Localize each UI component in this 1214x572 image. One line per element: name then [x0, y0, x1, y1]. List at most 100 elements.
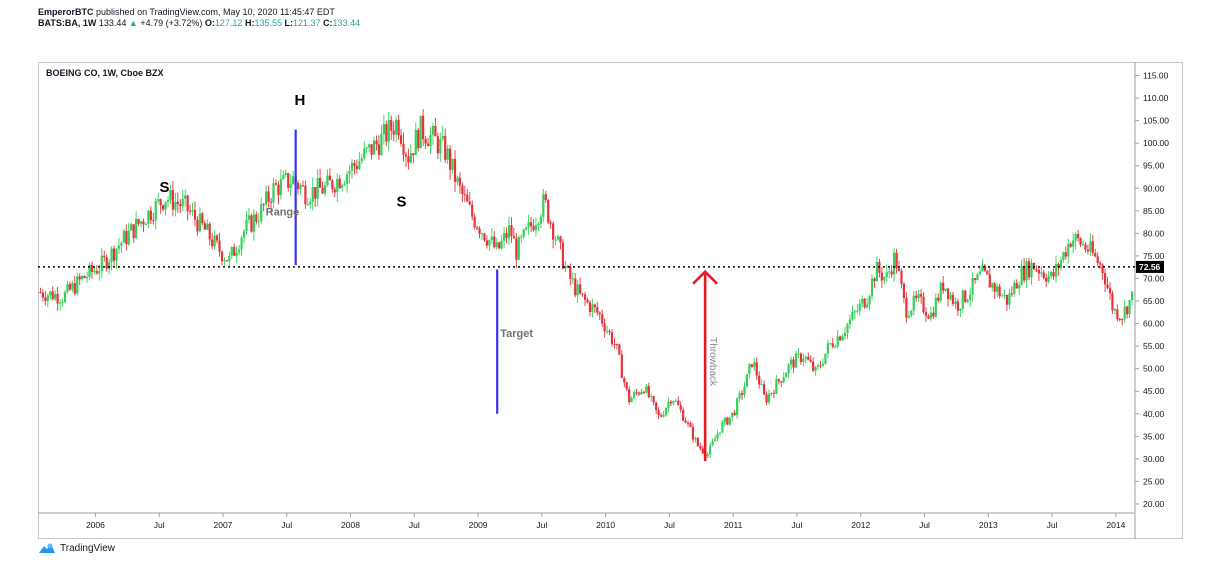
candle-body — [439, 139, 442, 154]
price-axis[interactable]: 20.00 25.00 30.00 35.00 40.00 45.00 50.00 55.00… — [1135, 71, 1169, 509]
candle-body — [552, 223, 555, 240]
candle-body — [642, 391, 646, 393]
candle-body — [988, 274, 991, 288]
price-chart[interactable]: BOEING CO, 1W, Cboe BZX 20.00 25.00 30.00 3… — [38, 62, 1183, 539]
candle-body — [971, 278, 974, 295]
candle-body — [66, 284, 69, 293]
candle-body — [225, 260, 228, 262]
candle-body — [821, 363, 825, 366]
candle-body — [1005, 294, 1009, 305]
candle-body — [309, 201, 312, 205]
candle-body — [358, 161, 361, 170]
candle-body — [238, 249, 241, 253]
candle-body — [593, 304, 596, 308]
ohlc-line: BATS:BA, 1W 133.44 ▲ +4.79 (+3.72%) O:12… — [38, 18, 360, 29]
candle-body — [269, 201, 273, 203]
candle-body — [819, 365, 822, 367]
candle-body — [490, 236, 493, 241]
candle-body — [71, 283, 74, 290]
candle-body — [657, 410, 660, 416]
candle-body — [196, 219, 199, 232]
candle-body — [323, 185, 327, 194]
candle-body — [716, 433, 719, 439]
candle-body — [743, 386, 746, 395]
candle-body — [1052, 271, 1055, 277]
candle-body — [95, 271, 98, 274]
candle-body — [105, 257, 108, 269]
price-tick-label: 85.00 — [1143, 206, 1165, 216]
candle-body — [228, 255, 231, 262]
tradingview-logo-icon — [39, 543, 55, 553]
candle-body — [787, 364, 790, 374]
candle-body — [890, 271, 893, 275]
candle-body — [969, 294, 972, 300]
candle-body — [1018, 285, 1021, 289]
candle-body — [603, 323, 606, 332]
candle-body — [588, 302, 592, 312]
candle-body — [669, 401, 672, 404]
candle-body — [581, 293, 584, 295]
candle-body — [789, 359, 793, 365]
candle-body — [316, 178, 319, 199]
candle-body — [73, 283, 76, 294]
candle-body — [502, 233, 506, 241]
candle-body — [691, 426, 695, 440]
candle-body — [986, 270, 989, 275]
candle-body — [139, 221, 143, 224]
candle-body — [1099, 263, 1102, 265]
candle-body — [296, 182, 300, 190]
candle-body — [1045, 277, 1048, 282]
low-value: 121.37 — [293, 18, 321, 28]
candle-body — [252, 214, 255, 232]
candle-body — [549, 222, 552, 224]
candle-body — [206, 223, 209, 230]
time-axis[interactable]: 2006 Jul 2007 Jul 2008 Jul 2009 Jul 2010 Jul 2011 J… — [86, 513, 1126, 530]
candle-body — [304, 185, 307, 205]
candle-body — [880, 272, 883, 281]
candle-body — [1084, 244, 1087, 250]
candle-body — [976, 274, 979, 281]
candle-body — [782, 377, 785, 383]
candle-body — [166, 199, 170, 202]
price-tag-label: 72.56 — [1139, 262, 1161, 272]
candle-body — [934, 297, 937, 317]
candle-body — [1025, 261, 1028, 281]
candle-body — [350, 162, 354, 171]
candle-body — [579, 284, 582, 294]
candle-body — [1037, 269, 1040, 274]
candle-body — [532, 226, 535, 231]
candle-body — [265, 191, 268, 205]
candle-body — [198, 213, 202, 232]
candle-body — [944, 288, 947, 291]
candle-body — [49, 291, 52, 296]
candle-body — [954, 301, 957, 304]
time-tick-label: 2013 — [979, 520, 998, 530]
candle-body — [650, 396, 653, 398]
candle-body — [807, 356, 810, 360]
candle-body — [709, 445, 712, 455]
candle-body — [755, 362, 758, 376]
candle-body — [419, 115, 422, 149]
candle-body — [122, 230, 125, 243]
candle-body — [426, 143, 430, 147]
author-name: EmperorBTC — [38, 7, 94, 17]
candle-body — [1086, 249, 1090, 252]
price-tick-label: 45.00 — [1143, 386, 1165, 396]
candle-body — [149, 210, 152, 221]
candle-body — [559, 236, 562, 243]
candle-body — [88, 264, 91, 278]
candle-body — [412, 153, 415, 156]
candle-body — [625, 382, 628, 390]
candle-body — [429, 134, 432, 147]
candle-body — [991, 283, 994, 288]
candle-body — [1050, 271, 1053, 276]
candle-body — [655, 402, 658, 411]
candle-body — [924, 312, 928, 317]
candle-body — [147, 210, 150, 225]
candle-body — [164, 201, 167, 210]
candle-body — [1042, 272, 1045, 278]
candle-body — [485, 240, 489, 246]
candle-body — [731, 412, 734, 418]
candle-body — [544, 194, 547, 200]
candle-body — [674, 400, 677, 402]
